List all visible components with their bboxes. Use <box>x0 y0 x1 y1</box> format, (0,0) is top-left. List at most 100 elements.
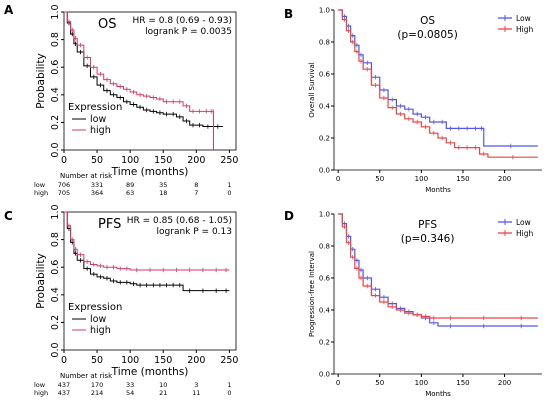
risk-count: 89 <box>126 181 134 189</box>
chart-title: PFS <box>418 219 437 231</box>
panel-label-d: D <box>284 209 294 223</box>
x-tick-label: 150 <box>154 355 172 366</box>
risk-count: 331 <box>91 181 103 189</box>
y-axis-title: Probability <box>35 253 47 309</box>
x-tick-label: 0 <box>61 355 67 366</box>
chart-a-os-kmplot: 0 50 100 150 200 250 0.0 0.2 0.4 0.6 0.8 1.0 Time (m… <box>34 4 238 197</box>
x-axis-title: Time (months) <box>111 366 189 378</box>
risk-row-label: high <box>34 389 48 397</box>
x-tick-label: 200 <box>498 379 511 387</box>
risk-count: 8 <box>194 181 198 189</box>
risk-count: 18 <box>159 189 167 197</box>
risk-count: 7 <box>194 189 198 197</box>
y-tick-label: 0.4 <box>319 103 331 111</box>
y-tick-label: 0.4 <box>319 307 331 315</box>
x-tick-label: 100 <box>415 175 428 183</box>
y-tick-label: 0.6 <box>50 260 61 275</box>
chart-d-pfs-survival: 0 50 100 150 200 0.0 0.2 0.4 0.6 0.8 1.0 Months Prog… <box>308 211 542 398</box>
risk-row-label: low <box>34 381 46 389</box>
x-tick-label: 150 <box>456 175 469 183</box>
x-axis-title: Time (months) <box>111 166 189 178</box>
legend-label: Low <box>516 14 531 23</box>
risk-row-label: low <box>34 181 46 189</box>
x-tick-label: 200 <box>187 355 205 366</box>
risk-count: 11 <box>192 389 200 397</box>
y-tick-label: 0.2 <box>319 135 330 143</box>
plot-frame <box>63 11 237 151</box>
risk-table-header: Number at risk <box>60 372 113 380</box>
risk-count: 364 <box>91 189 103 197</box>
x-tick-label: 0 <box>336 175 340 183</box>
x-tick-label: 100 <box>121 155 139 166</box>
y-tick-label: 0.6 <box>319 71 331 79</box>
y-tick-label: 1.0 <box>50 4 61 19</box>
x-tick-label: 50 <box>375 175 384 183</box>
x-tick-label: 100 <box>415 379 428 387</box>
y-tick-label: 0.0 <box>50 342 61 357</box>
y-tick-label: 0.8 <box>50 32 61 47</box>
chart-subtitle: (p=0.0805) <box>397 29 457 41</box>
legend-title: Expression <box>68 102 122 113</box>
x-tick-label: 50 <box>91 355 103 366</box>
x-axis-title: Months <box>425 390 451 398</box>
x-tick-label: 250 <box>220 155 238 166</box>
y-tick-label: 0.0 <box>319 167 330 175</box>
series-line-low <box>64 11 223 128</box>
y-tick-label: 0.0 <box>319 371 330 379</box>
series-line-high <box>64 211 230 271</box>
risk-count: 0 <box>227 389 231 397</box>
risk-count: 705 <box>58 189 70 197</box>
chart-title: OS <box>420 15 435 27</box>
y-tick-label: 0.4 <box>50 287 61 302</box>
x-tick-label: 0 <box>336 379 340 387</box>
legend-label: Low <box>516 218 531 227</box>
y-tick-label: 1.0 <box>50 204 61 219</box>
legend-label: low <box>90 314 106 325</box>
risk-count: 35 <box>159 181 167 189</box>
risk-count: 21 <box>159 389 167 397</box>
chart-title: OS <box>98 17 116 32</box>
y-tick-label: 1.0 <box>319 211 330 219</box>
series-line-high <box>338 213 538 319</box>
y-tick-label: 0.2 <box>319 339 330 347</box>
x-tick-label: 0 <box>61 155 67 166</box>
x-axis-title: Months <box>425 186 451 194</box>
risk-table-header: Number at risk <box>60 172 113 180</box>
y-tick-label: 0.4 <box>50 87 61 102</box>
series-line-low <box>338 9 538 147</box>
risk-count: 63 <box>126 189 134 197</box>
chart-title: PFS <box>98 217 121 232</box>
legend-label: high <box>90 125 111 136</box>
y-tick-label: 0.8 <box>319 39 330 47</box>
y-tick-label: 0.2 <box>50 115 61 130</box>
risk-count: 706 <box>58 181 70 189</box>
risk-count: 437 <box>58 389 70 397</box>
plot-frame <box>63 211 237 351</box>
series-line-high <box>64 11 215 150</box>
risk-count: 214 <box>91 389 103 397</box>
chart-b-os-survival: 0 50 100 150 200 0.0 0.2 0.4 0.6 0.8 1.0 Months Over… <box>308 7 542 194</box>
risk-count: 1 <box>227 381 231 389</box>
risk-count: 3 <box>194 381 198 389</box>
y-tick-label: 0.6 <box>50 60 61 75</box>
stat-text: HR = 0.8 (0.69 - 0.93) <box>132 16 232 26</box>
stat-text: HR = 0.85 (0.68 - 1.05) <box>127 216 232 226</box>
x-tick-label: 150 <box>456 379 469 387</box>
y-tick-label: 1.0 <box>319 7 330 15</box>
panel-label-b: B <box>284 7 293 21</box>
x-tick-label: 150 <box>154 155 172 166</box>
legend-label: High <box>516 229 533 238</box>
y-axis-title: Overall Survival <box>308 62 316 118</box>
x-tick-label: 50 <box>375 379 384 387</box>
legend-title: Expression <box>68 302 122 313</box>
y-tick-label: 0.2 <box>50 315 61 330</box>
risk-count: 0 <box>227 189 231 197</box>
x-tick-label: 200 <box>187 155 205 166</box>
chart-subtitle: (p=0.346) <box>401 233 455 245</box>
x-tick-label: 100 <box>121 355 139 366</box>
y-tick-label: 0.8 <box>319 243 330 251</box>
risk-count: 437 <box>58 381 70 389</box>
risk-row-label: high <box>34 189 48 197</box>
